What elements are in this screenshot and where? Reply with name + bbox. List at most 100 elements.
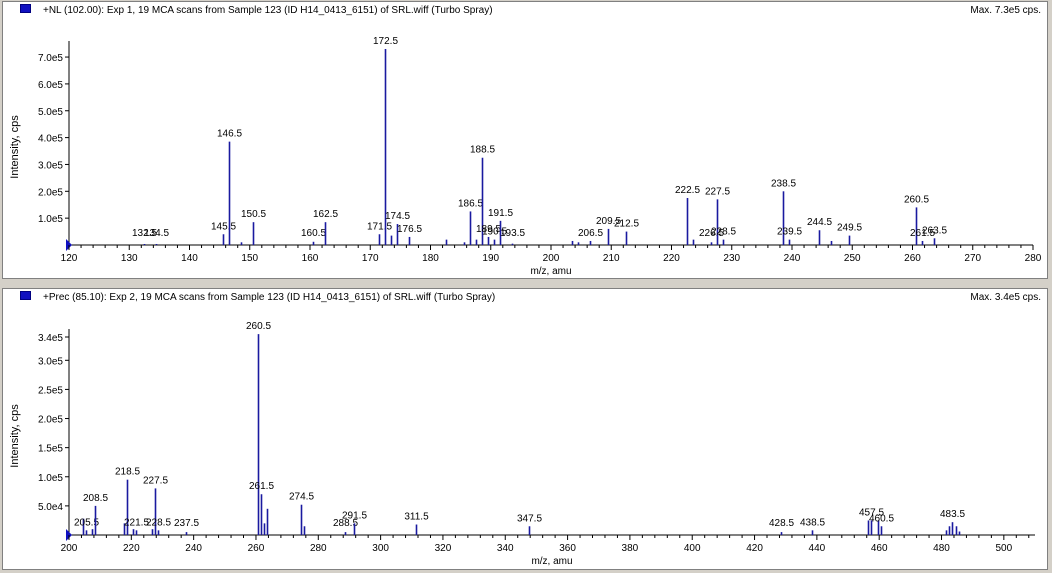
peak-label: 206.5 [578, 228, 603, 239]
peak-label: 274.5 [289, 492, 314, 503]
peak-label: 291.5 [342, 510, 367, 521]
y-tick-label: 1.0e5 [38, 473, 63, 484]
peak-label: 221.5 [124, 517, 149, 528]
x-tick-label: 210 [603, 253, 620, 264]
peak-label: 483.5 [940, 509, 965, 520]
x-tick-label: 240 [784, 253, 801, 264]
x-tick-label: 360 [559, 543, 576, 554]
x-tick-label: 220 [663, 253, 680, 264]
x-tick-label: 280 [310, 543, 327, 554]
y-tick-label: 5.0e5 [38, 107, 63, 118]
blue-square-icon[interactable] [20, 291, 31, 300]
peak-label: 189.5 [476, 224, 501, 235]
y-tick-label: 1.5e5 [38, 444, 63, 455]
y-tick-label: 7.0e5 [38, 53, 63, 64]
peak-label: 160.5 [301, 228, 326, 239]
peak-label: 261.5 [249, 481, 274, 492]
x-tick-label: 260 [904, 253, 921, 264]
x-tick-label: 170 [362, 253, 379, 264]
peak-label: 263.5 [922, 225, 947, 236]
peak-label: 428.5 [769, 518, 794, 529]
peak-label: 222.5 [675, 185, 700, 196]
peak-label: 238.5 [771, 178, 796, 189]
x-tick-label: 250 [844, 253, 861, 264]
x-tick-label: 260 [248, 543, 265, 554]
y-tick-label: 3.4e5 [38, 333, 63, 344]
peak-label: 193.5 [500, 228, 525, 239]
x-tick-label: 380 [622, 543, 639, 554]
x-tick-label: 420 [746, 543, 763, 554]
x-tick-label: 460 [871, 543, 888, 554]
x-tick-label: 120 [61, 253, 78, 264]
y-tick-label: 5.0e4 [38, 502, 63, 513]
peak-label: 260.5 [246, 321, 271, 332]
peak-label: 150.5 [241, 209, 266, 220]
x-axis-label: m/z, amu [530, 266, 571, 277]
peak-label: 208.5 [83, 493, 108, 504]
y-tick-label: 3.0e5 [38, 356, 63, 367]
peak-label: 191.5 [488, 208, 513, 219]
x-tick-label: 480 [933, 543, 950, 554]
peak-label: 260.5 [904, 194, 929, 205]
y-tick-label: 2.0e5 [38, 187, 63, 198]
peak-label: 162.5 [313, 209, 338, 220]
x-tick-label: 200 [61, 543, 78, 554]
x-tick-label: 500 [995, 543, 1012, 554]
peak-label: 226.5 [699, 228, 724, 239]
peak-label: 212.5 [614, 219, 639, 230]
peak-label: 172.5 [373, 36, 398, 47]
peak-label: 457.5 [859, 507, 884, 518]
max-intensity-label: Max. 7.3e5 cps. [970, 5, 1041, 16]
peak-label: 288.5 [333, 518, 358, 529]
x-tick-label: 140 [181, 253, 198, 264]
spectrum-pane-nl: +NL (102.00): Exp 1, 19 MCA scans from S… [2, 1, 1048, 279]
spectrum-pane-prec: +Prec (85.10): Exp 2, 19 MCA scans from … [2, 288, 1048, 570]
nl-spectrum-chart: 120 130 140 150 160 170 180 190 200 210 220 230 240 2… [9, 36, 1042, 277]
peak-label: 171.5 [367, 221, 392, 232]
x-tick-label: 320 [435, 543, 452, 554]
peak-label: 228.5 [146, 517, 171, 528]
peak-label: 186.5 [458, 198, 483, 209]
peak-label: 205.5 [74, 517, 99, 528]
y-tick-label: 2.5e5 [38, 385, 63, 396]
pane-title: +Prec (85.10): Exp 2, 19 MCA scans from … [43, 292, 496, 303]
peak-label: 460.5 [869, 513, 894, 524]
peak-label: 237.5 [174, 518, 199, 529]
y-tick-label: 1.0e5 [38, 214, 63, 225]
y-axis-label: Intensity, cps [9, 115, 21, 179]
peak-label: 145.5 [211, 221, 236, 232]
peak-label: 227.5 [143, 475, 168, 486]
x-tick-label: 190 [482, 253, 499, 264]
peak-label: 228.5 [711, 227, 736, 238]
y-axis-label: Intensity, cps [9, 404, 21, 468]
peak-label: 209.5 [596, 216, 621, 227]
pane-title: +NL (102.00): Exp 1, 19 MCA scans from S… [43, 5, 493, 16]
blue-square-icon[interactable] [20, 4, 31, 13]
x-tick-label: 240 [185, 543, 202, 554]
peak-label: 244.5 [807, 217, 832, 228]
peak-label: 188.5 [470, 145, 495, 156]
peak-label: 176.5 [397, 224, 422, 235]
peak-label: 261.5 [910, 228, 935, 239]
peak-label: 132.5 [132, 228, 157, 239]
y-tick-label: 4.0e5 [38, 134, 63, 145]
peak-label: 190.5 [482, 227, 507, 238]
x-tick-label: 150 [241, 253, 258, 264]
x-tick-label: 440 [809, 543, 826, 554]
x-tick-label: 130 [121, 253, 138, 264]
x-tick-label: 180 [422, 253, 439, 264]
x-tick-label: 160 [302, 253, 319, 264]
x-tick-label: 280 [1025, 253, 1042, 264]
x-tick-label: 300 [372, 543, 389, 554]
peak-label: 174.5 [385, 211, 410, 222]
peak-label: 347.5 [517, 513, 542, 524]
x-tick-label: 400 [684, 543, 701, 554]
max-intensity-label: Max. 3.4e5 cps. [970, 292, 1041, 303]
y-tick-label: 6.0e5 [38, 80, 63, 91]
x-tick-label: 200 [543, 253, 560, 264]
peak-label: 227.5 [705, 186, 730, 197]
peak-label: 239.5 [777, 227, 802, 238]
peak-label: 438.5 [800, 517, 825, 528]
y-tick-label: 2.0e5 [38, 415, 63, 426]
peak-label: 146.5 [217, 129, 242, 140]
